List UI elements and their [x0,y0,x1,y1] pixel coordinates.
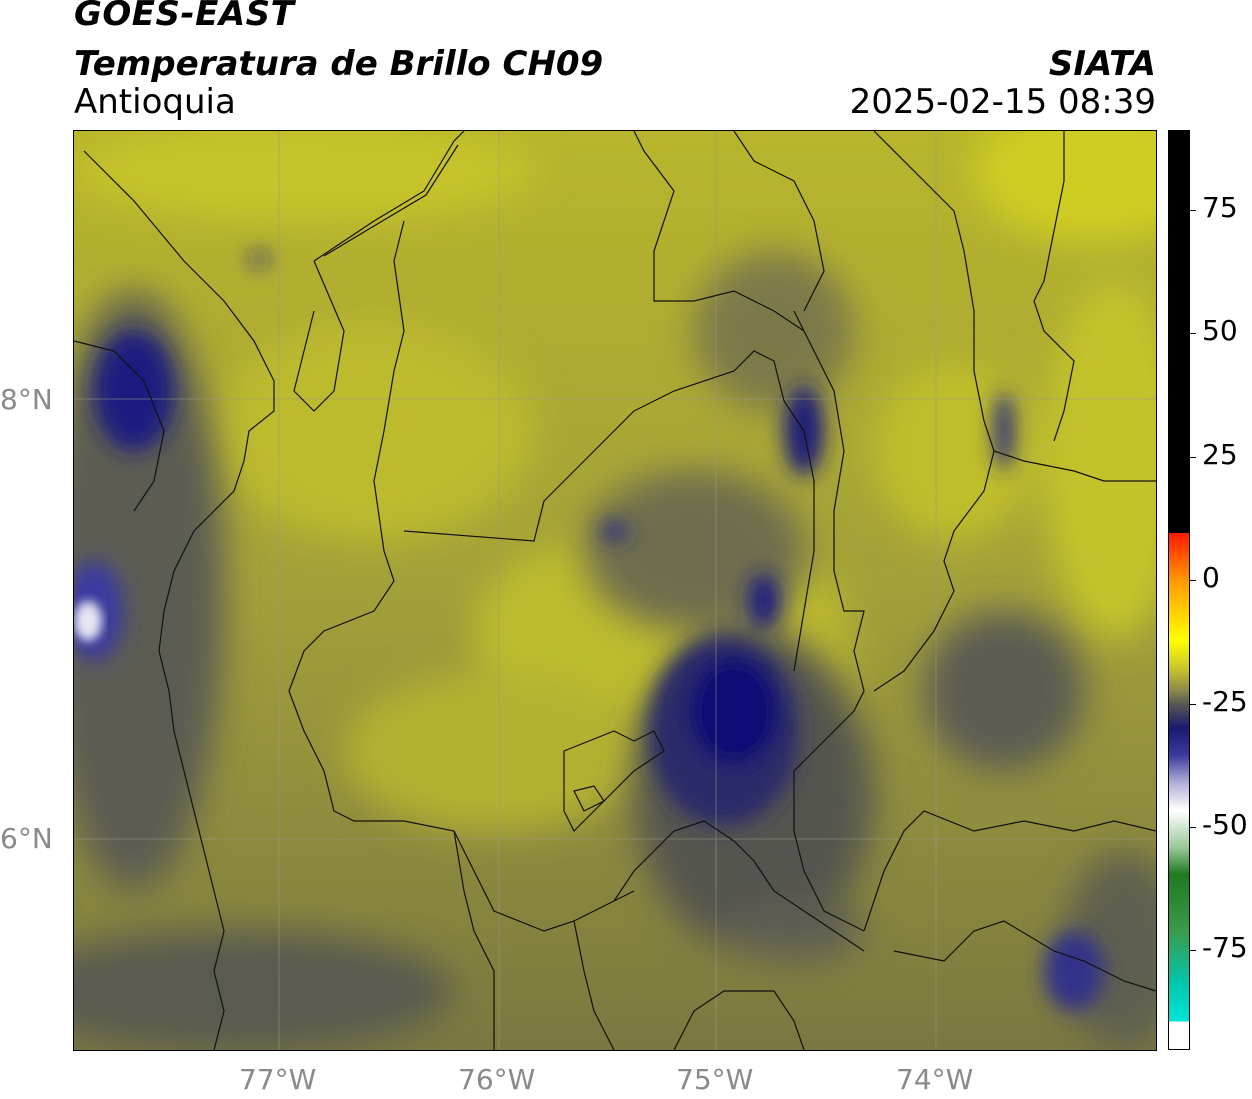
colorbar-tick-mark [1189,333,1196,334]
lat-label-6n: 6°N [0,822,53,855]
lon-label-77w: 77°W [239,1063,317,1096]
map-title: GOES-EAST [74,0,295,34]
lon-label-76w: 76°W [458,1063,536,1096]
lon-label-75w: 75°W [676,1063,754,1096]
colorbar-tick-mark [1189,457,1196,458]
colorbar-tick-label: 50 [1202,314,1238,347]
administrative-boundaries [74,131,1156,1050]
colorbar-tick-mark [1189,580,1196,581]
colorbar-tick-label: 25 [1202,438,1238,471]
temperature-colorbar [1168,130,1190,1050]
warm-cloud-free-regions [74,131,1156,831]
lon-label-74w: 74°W [896,1063,974,1096]
region-label: Antioquia [74,82,236,122]
lat-label-8n: 8°N [0,383,53,416]
colorbar-gradient [1169,131,1189,1049]
cold-convective-cores [74,253,1104,1011]
map-subtitle: Temperatura de Brillo CH09 [74,44,604,84]
colorbar-tick-mark [1189,950,1196,951]
graticule [74,131,1156,1050]
map-canvas [74,131,1156,1050]
brightness-temperature-map[interactable] [73,130,1157,1051]
colorbar-tick-mark [1189,210,1196,211]
colorbar-tick-label: -75 [1202,931,1248,964]
timestamp-label: 2025-02-15 08:39 [849,82,1156,122]
colorbar-tick-label: 75 [1202,191,1238,224]
colorbar-tick-mark [1189,704,1196,705]
colorbar-tick-mark [1189,827,1196,828]
colorbar-tick-label: -25 [1202,685,1248,718]
colorbar-tick-label: 0 [1202,561,1220,594]
colorbar-tick-label: -50 [1202,808,1248,841]
coldest-cloud-top [74,601,102,641]
organization-label: SIATA [1048,44,1156,84]
